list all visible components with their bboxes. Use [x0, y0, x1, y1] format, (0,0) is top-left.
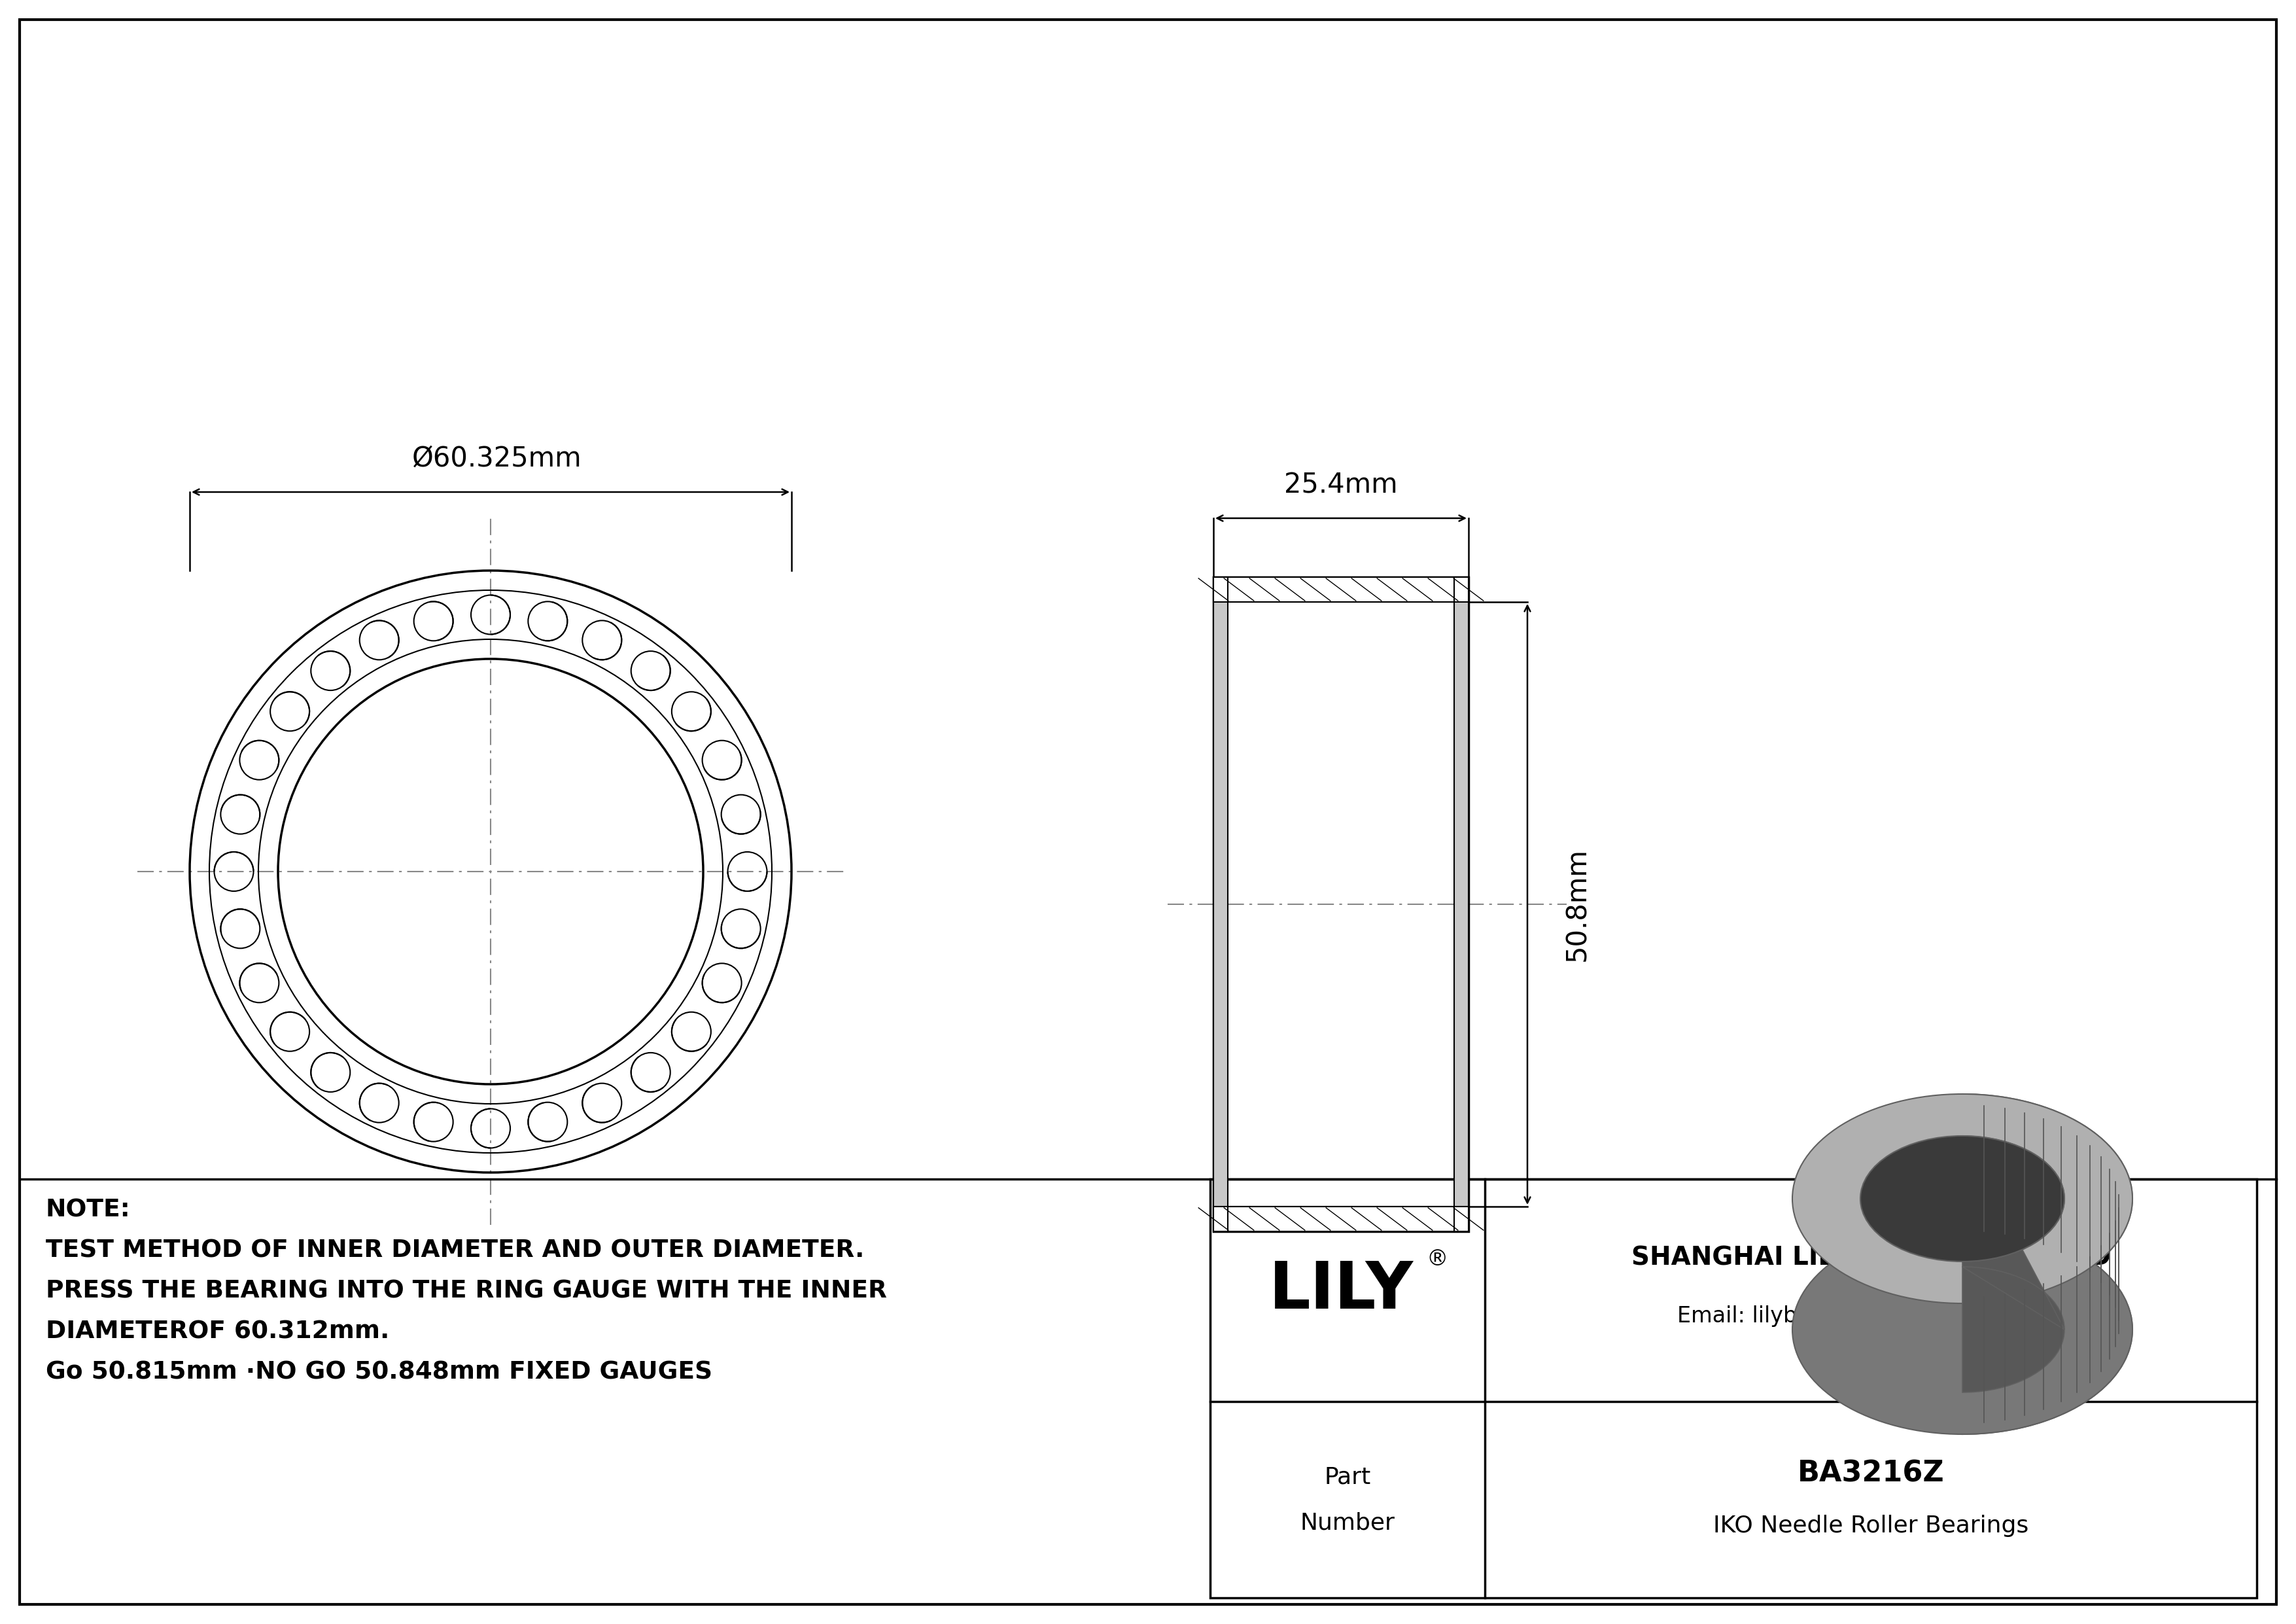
Polygon shape [1963, 1095, 2133, 1434]
Bar [1212, 577, 1469, 603]
Bar [1212, 577, 1469, 1231]
Text: BA3216Z: BA3216Z [1798, 1460, 1945, 1488]
Bar [1453, 577, 1469, 1231]
Ellipse shape [1793, 1095, 2133, 1304]
Ellipse shape [1860, 1135, 2064, 1262]
Text: ®: ® [1426, 1249, 1449, 1270]
Text: Part: Part [1325, 1465, 1371, 1488]
Bar [1212, 577, 1228, 1231]
Text: 50.8mm: 50.8mm [1564, 848, 1591, 961]
Polygon shape [1963, 1135, 2064, 1392]
Text: PRESS THE BEARING INTO THE RING GAUGE WITH THE INNER: PRESS THE BEARING INTO THE RING GAUGE WI… [46, 1280, 886, 1304]
Bar [1212, 1207, 1469, 1231]
Text: 25.4mm: 25.4mm [1283, 471, 1398, 499]
Text: LILY: LILY [1270, 1259, 1414, 1322]
Ellipse shape [1793, 1224, 2133, 1434]
Text: Number: Number [1300, 1512, 1396, 1533]
Text: Email: lilybearing@lily-bearing.com: Email: lilybearing@lily-bearing.com [1678, 1306, 2064, 1327]
Text: Go 50.815mm ·NO GO 50.848mm FIXED GAUGES: Go 50.815mm ·NO GO 50.848mm FIXED GAUGES [46, 1361, 712, 1385]
Text: NOTE:: NOTE: [46, 1199, 131, 1223]
Text: SHANGHAI LILY BEARING LIMITED: SHANGHAI LILY BEARING LIMITED [1630, 1246, 2110, 1270]
Text: Ø60.325mm: Ø60.325mm [413, 445, 583, 473]
Text: IKO Needle Roller Bearings: IKO Needle Roller Bearings [1713, 1515, 2030, 1536]
Text: DIAMETEROF 60.312mm.: DIAMETEROF 60.312mm. [46, 1320, 390, 1345]
Bar [1210, 1179, 2257, 1598]
Text: TEST METHOD OF INNER DIAMETER AND OUTER DIAMETER.: TEST METHOD OF INNER DIAMETER AND OUTER … [46, 1239, 863, 1263]
